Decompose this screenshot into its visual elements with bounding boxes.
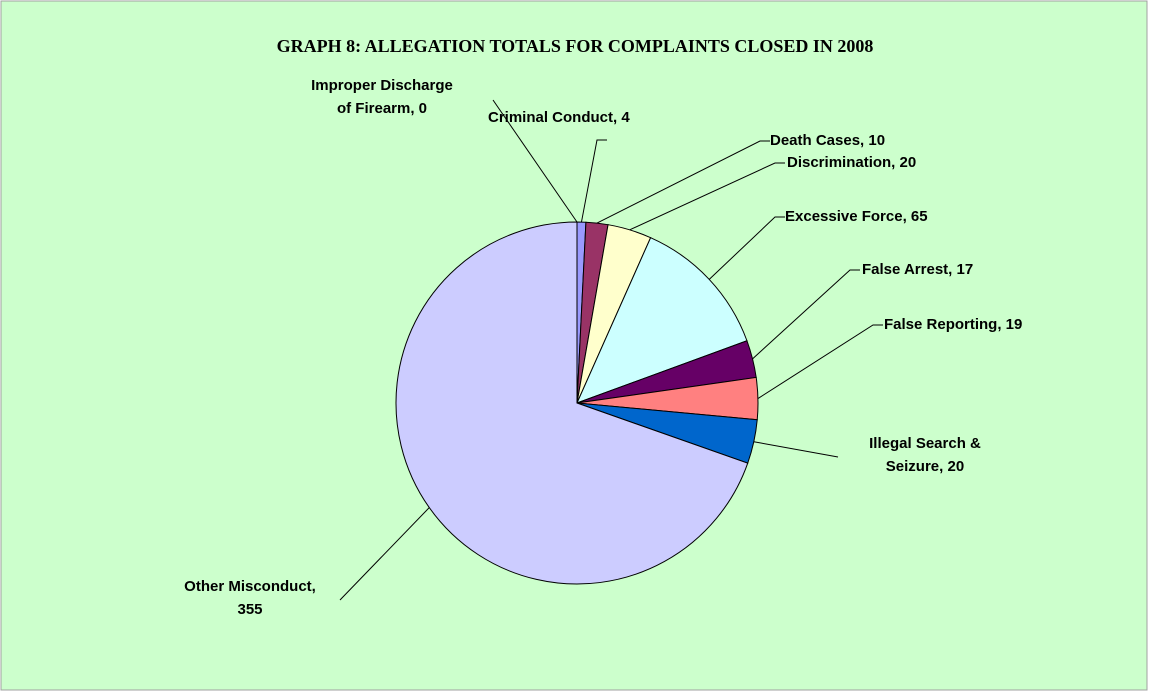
data-label: Illegal Search & [869,435,981,452]
data-label: False Arrest, 17 [862,261,973,278]
leader-line [629,162,785,231]
leader-line [708,216,785,280]
data-label: Other Misconduct, [184,578,316,595]
leader-line [339,507,430,601]
pie-slice [576,236,748,404]
data-label: Discrimination, 20 [787,154,916,171]
pie-slice [395,221,749,585]
leader-line [752,269,860,360]
leader-line [580,139,607,223]
data-label: Excessive Force, 65 [785,208,928,225]
data-label: False Reporting, 19 [884,316,1022,333]
chart-title: GRAPH 8: ALLEGATION TOTALS FOR COMPLAINT… [277,36,874,56]
data-label: Criminal Conduct, 4 [488,109,630,126]
leader-line [753,441,839,458]
leader-line [757,324,883,399]
data-label: 355 [237,601,262,618]
data-label: Improper Discharge [311,77,453,94]
leader-line [596,140,770,224]
data-label: Death Cases, 10 [770,132,885,149]
data-label: Seizure, 20 [886,458,964,475]
data-label: of Firearm, 0 [337,100,427,117]
leader-line [492,99,578,223]
